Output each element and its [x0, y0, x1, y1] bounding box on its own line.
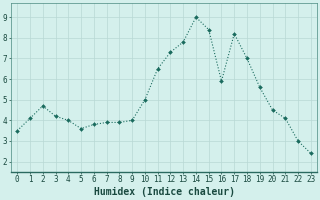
X-axis label: Humidex (Indice chaleur): Humidex (Indice chaleur): [93, 187, 235, 197]
